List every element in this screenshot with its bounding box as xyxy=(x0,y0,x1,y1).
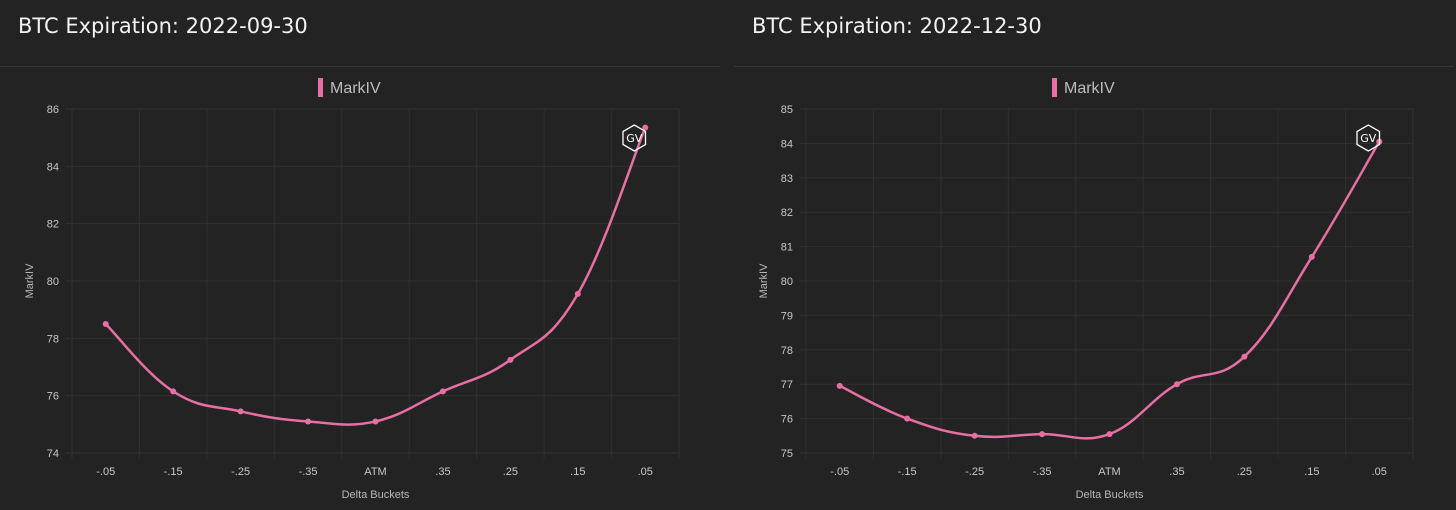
y-tick-label: 76 xyxy=(781,414,793,426)
chart-panel-right: BTC Expiration: 2022-12-30 75 76 77 78 79 80 8… xyxy=(734,0,1454,510)
gridlines xyxy=(800,108,1414,459)
x-tick-label: .05 xyxy=(638,466,653,478)
x-tick-label: .15 xyxy=(1304,466,1319,478)
watermark-text: GV xyxy=(626,132,643,145)
x-tick-label: .25 xyxy=(503,466,518,478)
gv-watermark-logo: GV xyxy=(1356,124,1381,152)
data-point xyxy=(1308,253,1315,260)
title-divider xyxy=(734,66,1454,67)
x-tick-label: .15 xyxy=(570,466,585,478)
x-tick-label: ATM xyxy=(1098,466,1120,478)
data-point xyxy=(507,356,514,363)
watermark-text: GV xyxy=(1360,132,1377,145)
data-point xyxy=(1039,431,1046,438)
x-tick-label: .05 xyxy=(1372,466,1387,478)
y-tick-label: 81 xyxy=(781,242,793,254)
y-tick-label: 78 xyxy=(781,345,793,357)
legend-label: MarkIV xyxy=(1064,80,1115,97)
title-divider xyxy=(0,66,720,67)
x-tick-label: .35 xyxy=(1169,466,1184,478)
y-tick-label: 80 xyxy=(47,276,59,288)
y-tick-label: 84 xyxy=(47,161,59,173)
chart-title: BTC Expiration: 2022-12-30 xyxy=(752,14,1042,38)
y-tick-label: 75 xyxy=(781,448,793,460)
y-tick-label: 82 xyxy=(47,219,59,231)
x-tick-label: -.15 xyxy=(164,466,183,478)
x-tick-label: -.15 xyxy=(898,466,917,478)
y-tick-label: 76 xyxy=(47,391,59,403)
y-tick-label: 79 xyxy=(781,310,793,322)
data-point xyxy=(1106,431,1113,438)
data-point xyxy=(904,415,911,422)
data-point xyxy=(372,418,379,425)
chart-title: BTC Expiration: 2022-09-30 xyxy=(18,14,308,38)
gv-watermark-logo: GV xyxy=(622,124,647,152)
legend: MarkIV xyxy=(318,78,381,97)
legend-label: MarkIV xyxy=(330,80,381,97)
y-tick-label: 85 xyxy=(781,104,793,116)
data-point xyxy=(574,290,581,297)
data-point xyxy=(170,388,177,395)
series-line-markiv xyxy=(839,141,1381,440)
legend-swatch xyxy=(318,78,323,97)
y-tick-label: 86 xyxy=(47,104,59,116)
x-axis-label: Delta Buckets xyxy=(342,489,410,501)
legend-swatch xyxy=(1052,78,1057,97)
data-point xyxy=(237,408,244,415)
data-point xyxy=(102,321,109,327)
x-tick-label: -.25 xyxy=(231,466,250,478)
data-point xyxy=(642,124,649,131)
data-point xyxy=(1241,353,1248,360)
data-point xyxy=(439,388,446,395)
y-tick-label: 78 xyxy=(47,333,59,345)
x-axis-label: Delta Buckets xyxy=(1076,489,1144,501)
series-line-markiv xyxy=(104,127,647,426)
y-tick-label: 83 xyxy=(781,173,793,185)
hexagon-icon xyxy=(622,124,647,152)
legend: MarkIV xyxy=(1052,78,1115,97)
x-tick-label: -.35 xyxy=(299,466,318,478)
y-tick-label: 82 xyxy=(781,207,793,219)
x-tick-label: .35 xyxy=(435,466,450,478)
data-point xyxy=(971,432,978,439)
y-tick-label: 84 xyxy=(781,138,793,150)
data-point xyxy=(305,418,312,425)
x-tick-label: .25 xyxy=(1237,466,1252,478)
y-axis-label: MarkIV xyxy=(24,263,36,299)
hexagon-icon xyxy=(1356,124,1381,152)
y-tick-label: 74 xyxy=(47,448,59,460)
line-chart: 74 76 78 80 82 84 86 -.05 -.15 -.25 -.35 ATM .35 .25.… xyxy=(24,78,680,501)
line-chart: 75 76 77 78 79 80 81 82 83 84 85 -.05 -.15 -.25 -.35 AT… xyxy=(758,78,1414,501)
chart-panel-left: BTC Expiration: 2022-09-30 74 76 78 80 82 84 8… xyxy=(0,0,720,510)
y-axis-label: MarkIV xyxy=(758,263,770,299)
y-tick-label: 80 xyxy=(781,276,793,288)
x-tick-label: -.05 xyxy=(96,466,115,478)
gridlines xyxy=(66,108,680,459)
data-point xyxy=(836,382,843,389)
x-tick-label: -.35 xyxy=(1033,466,1052,478)
y-tick-label: 77 xyxy=(781,379,793,391)
x-tick-label: -.05 xyxy=(830,466,849,478)
x-tick-label: ATM xyxy=(364,466,386,478)
data-point xyxy=(1173,381,1180,388)
x-tick-label: -.25 xyxy=(965,466,984,478)
